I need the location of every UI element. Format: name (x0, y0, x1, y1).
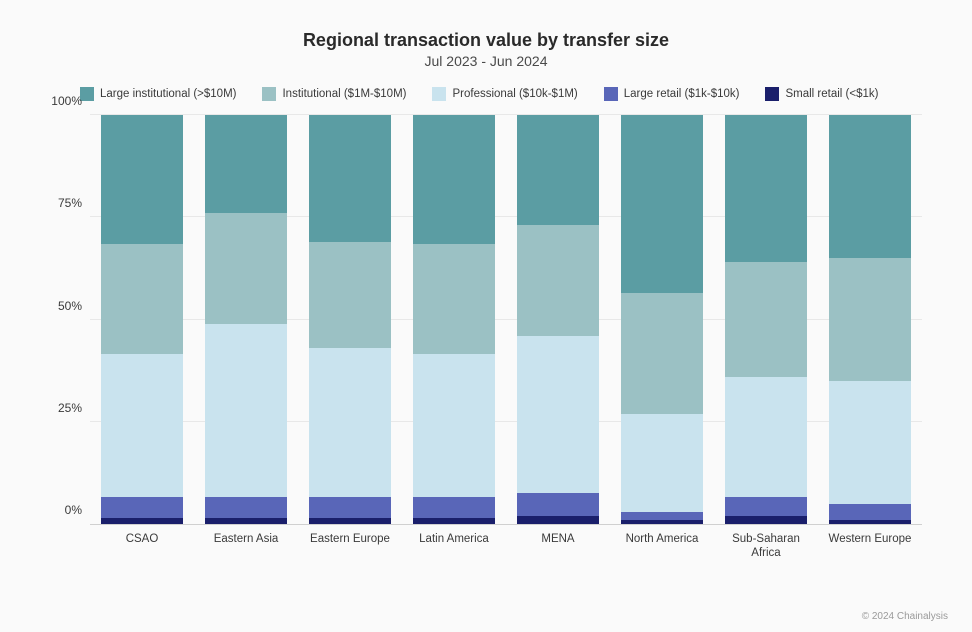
credit-text: © 2024 Chainalysis (862, 611, 948, 622)
bars-group (90, 115, 922, 524)
segment-institutional (413, 244, 494, 354)
segment-institutional (725, 262, 806, 377)
segment-large_institutional (309, 115, 390, 242)
bar (621, 115, 702, 524)
segment-small_retail (621, 520, 702, 524)
bar-slot (610, 115, 714, 524)
segment-large_retail (309, 497, 390, 517)
y-tick-label: 0% (40, 503, 82, 517)
segment-small_retail (205, 518, 286, 524)
segment-large_institutional (621, 115, 702, 293)
legend: Large institutional (>$10M) Institutiona… (40, 87, 932, 101)
legend-label: Small retail (<$1k) (785, 88, 878, 100)
bar (413, 115, 494, 524)
plot-area: 100% 75% 50% 25% 0% (90, 115, 922, 525)
legend-label: Large retail ($1k-$10k) (624, 88, 740, 100)
legend-swatch (432, 87, 446, 101)
segment-institutional (829, 258, 910, 381)
segment-professional (621, 414, 702, 512)
bar-slot (506, 115, 610, 524)
segment-professional (725, 377, 806, 498)
segment-small_retail (517, 516, 598, 524)
segment-small_retail (309, 518, 390, 524)
x-label: Eastern Asia (194, 533, 298, 561)
segment-institutional (621, 293, 702, 414)
y-tick-label: 100% (40, 94, 82, 108)
segment-large_retail (725, 497, 806, 515)
legend-label: Professional ($10k-$1M) (452, 88, 577, 100)
legend-label: Large institutional (>$10M) (100, 88, 236, 100)
bar (309, 115, 390, 524)
segment-large_institutional (205, 115, 286, 213)
segment-large_retail (101, 497, 182, 517)
bar-slot (818, 115, 922, 524)
bar (517, 115, 598, 524)
segment-institutional (101, 244, 182, 354)
bar-slot (714, 115, 818, 524)
segment-professional (517, 336, 598, 493)
segment-small_retail (413, 518, 494, 524)
segment-professional (101, 354, 182, 497)
segment-institutional (205, 213, 286, 323)
bar-slot (90, 115, 194, 524)
chart-title: Regional transaction value by transfer s… (40, 30, 932, 51)
bar-slot (194, 115, 298, 524)
legend-label: Institutional ($1M-$10M) (282, 88, 406, 100)
bar (205, 115, 286, 524)
legend-item-professional: Professional ($10k-$1M) (432, 87, 577, 101)
bar (101, 115, 182, 524)
chart-subtitle: Jul 2023 - Jun 2024 (40, 53, 932, 69)
segment-institutional (309, 242, 390, 348)
segment-large_institutional (101, 115, 182, 244)
legend-swatch (262, 87, 276, 101)
segment-large_retail (829, 504, 910, 520)
segment-large_institutional (413, 115, 494, 244)
segment-large_retail (621, 512, 702, 520)
legend-item-large-institutional: Large institutional (>$10M) (80, 87, 236, 101)
legend-item-large-retail: Large retail ($1k-$10k) (604, 87, 740, 101)
segment-large_retail (517, 493, 598, 515)
segment-small_retail (725, 516, 806, 524)
y-tick-label: 25% (40, 401, 82, 415)
segment-small_retail (101, 518, 182, 524)
segment-professional (309, 348, 390, 497)
x-label: MENA (506, 533, 610, 561)
x-label: Sub-SaharanAfrica (714, 533, 818, 561)
segment-professional (205, 324, 286, 498)
segment-professional (829, 381, 910, 504)
legend-swatch (80, 87, 94, 101)
chart-container: Regional transaction value by transfer s… (0, 0, 972, 632)
segment-large_retail (413, 497, 494, 517)
bar-slot (298, 115, 402, 524)
bar (725, 115, 806, 524)
legend-swatch (604, 87, 618, 101)
segment-large_institutional (517, 115, 598, 225)
y-tick-label: 50% (40, 299, 82, 313)
segment-large_institutional (725, 115, 806, 262)
bar (829, 115, 910, 524)
x-label: North America (610, 533, 714, 561)
x-label: Eastern Europe (298, 533, 402, 561)
y-tick-label: 75% (40, 196, 82, 210)
segment-large_institutional (829, 115, 910, 258)
legend-item-small-retail: Small retail (<$1k) (765, 87, 878, 101)
title-block: Regional transaction value by transfer s… (40, 30, 932, 69)
segment-professional (413, 354, 494, 497)
x-labels-group: CSAOEastern AsiaEastern EuropeLatin Amer… (90, 533, 922, 561)
legend-item-institutional: Institutional ($1M-$10M) (262, 87, 406, 101)
segment-small_retail (829, 520, 910, 524)
bar-slot (402, 115, 506, 524)
segment-institutional (517, 225, 598, 335)
segment-large_retail (205, 497, 286, 517)
x-label: CSAO (90, 533, 194, 561)
x-label: Western Europe (818, 533, 922, 561)
legend-swatch (765, 87, 779, 101)
x-label: Latin America (402, 533, 506, 561)
